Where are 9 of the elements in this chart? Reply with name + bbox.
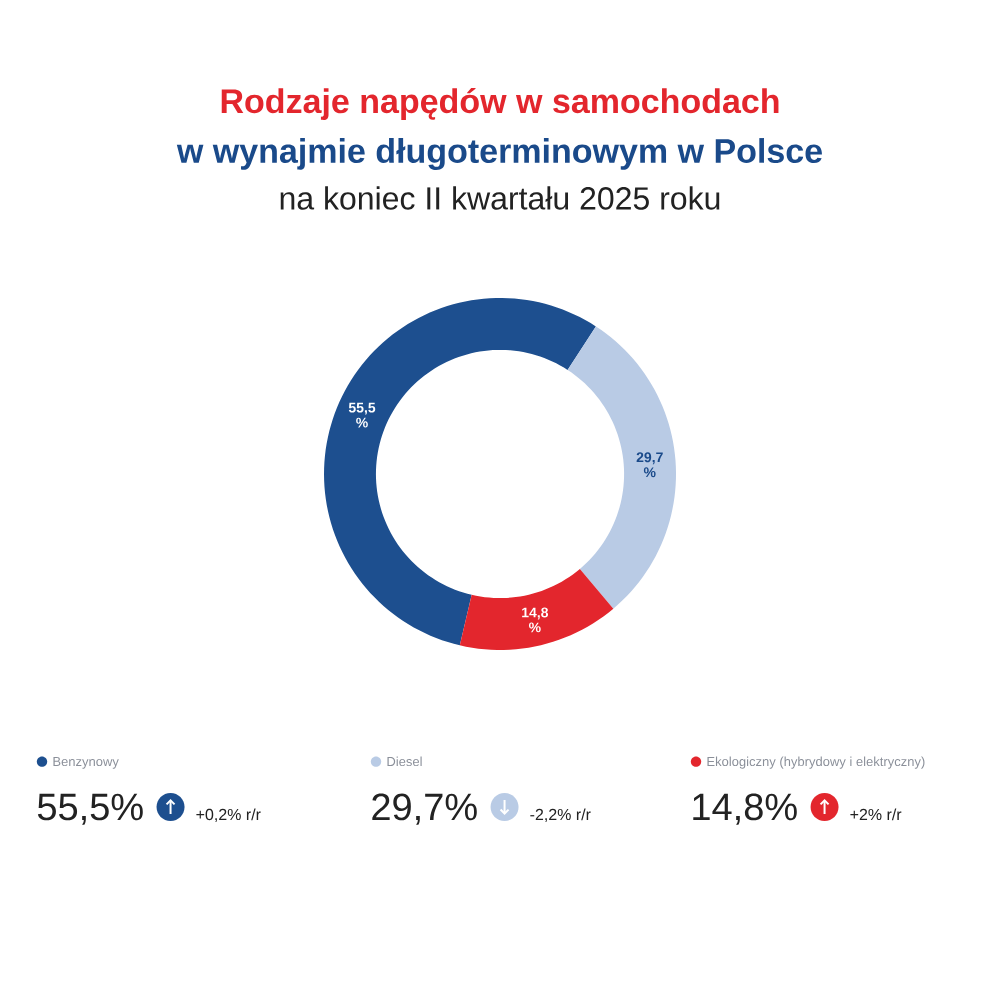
text: 14,8% (693, 793, 797, 825)
text: 55,5% (37, 793, 143, 825)
text: na koniec II kwartału 2025 roku (280, 186, 720, 210)
text: -2,2% r/r (530, 808, 591, 823)
text: 29,7% (372, 793, 477, 825)
chart-subtitle: w wynajmie długoterminowym w Polsce (176, 138, 822, 170)
text: +2% r/r (850, 808, 902, 821)
text: +0,2% r/r (196, 808, 261, 823)
chart-title: Rodzaje napędów w samochodach (221, 87, 779, 120)
